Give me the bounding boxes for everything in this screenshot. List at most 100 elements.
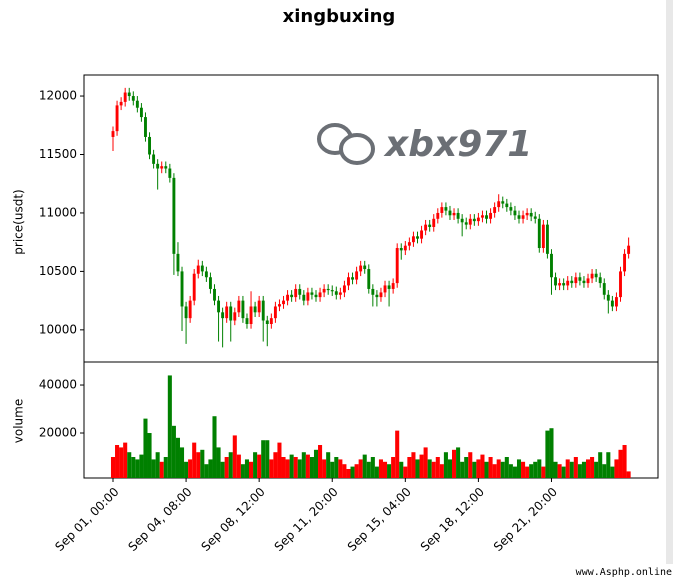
candle-body (217, 300, 221, 313)
y-tick-label: 11000 (39, 205, 77, 219)
candle-body (152, 154, 156, 164)
candle-body (460, 218, 464, 223)
volume-bar (382, 461, 388, 478)
candle-body (269, 318, 273, 325)
volume-bar (569, 461, 574, 478)
volume-bar (212, 416, 217, 478)
volume-bar (391, 457, 396, 478)
volume-bar (411, 452, 416, 478)
volume-bar (370, 457, 375, 478)
volume-bar (476, 459, 481, 478)
volume-bar (350, 466, 355, 478)
candle-body (314, 294, 318, 298)
candle-body (306, 292, 310, 301)
volume-bar (155, 452, 160, 478)
candle-body (578, 277, 582, 281)
volume-bar (516, 459, 522, 478)
volume-bar (147, 433, 152, 478)
volume-bar (240, 464, 245, 478)
candle-body (241, 300, 245, 319)
volume-bar (374, 466, 379, 478)
candle-body (148, 136, 151, 155)
candle-body (302, 294, 306, 301)
candle-body (403, 245, 407, 251)
candle-body (290, 294, 294, 298)
volume-bar (545, 430, 550, 478)
candle-body (411, 236, 415, 243)
candle-body (489, 212, 493, 219)
candle-body (371, 288, 375, 295)
candle-body (574, 277, 578, 284)
candle-body (233, 312, 237, 321)
volume-bar (151, 459, 156, 478)
volume-bar (167, 375, 172, 478)
volume-bar (123, 442, 128, 478)
volume-bar (581, 461, 586, 478)
volume-bar (362, 454, 367, 478)
candle-body (598, 277, 602, 284)
candle-body (139, 107, 143, 118)
volume-bar (610, 466, 615, 478)
candle-body (156, 163, 160, 169)
volume-bar (253, 452, 258, 478)
volume-bar (549, 428, 554, 478)
scrollbar (666, 0, 673, 578)
candle-body (237, 300, 241, 313)
candle-body (558, 283, 562, 286)
watermark-icon (317, 123, 375, 165)
candle-body (550, 253, 553, 278)
volume-bar (573, 457, 578, 478)
candle-body (338, 292, 342, 295)
candle-body (387, 285, 391, 289)
candle-body (188, 300, 192, 319)
volume-bar (188, 459, 193, 478)
candle-body (570, 280, 574, 284)
candle-body (537, 218, 541, 249)
candle-body (566, 280, 570, 286)
candle-body (590, 273, 594, 279)
volume-bar (326, 452, 331, 478)
volume-bar (127, 452, 132, 478)
candle-body (407, 242, 411, 246)
volume-bar (204, 464, 209, 478)
volume-bar (553, 461, 558, 478)
volume-bar (480, 454, 485, 478)
volume-bar (330, 461, 335, 478)
volume-bar (322, 459, 327, 478)
candle-body (448, 210, 452, 216)
volume-bar (115, 445, 120, 478)
candle-body (399, 248, 403, 251)
candle-body (204, 271, 208, 278)
candle-body (359, 265, 363, 272)
volume-bar (318, 445, 323, 478)
candle-body (525, 212, 529, 216)
candle-body (131, 96, 135, 101)
candle-body (395, 248, 399, 284)
candle-body (180, 271, 184, 307)
candle-body (436, 212, 440, 219)
volume-bar (179, 447, 185, 478)
volume-bar (338, 459, 343, 478)
candle-body (225, 306, 229, 319)
candle-body (257, 300, 261, 313)
candle-body (172, 177, 176, 254)
candle-body (144, 117, 147, 137)
volume-bar (196, 452, 201, 478)
candle-body (517, 215, 521, 219)
volume-bar (236, 454, 241, 478)
volume-bar (289, 454, 294, 478)
volume-bar (305, 454, 310, 478)
chart-title: xingbuxing (283, 6, 396, 27)
candle-body (164, 166, 168, 169)
candle-body (606, 294, 610, 301)
volume-bar (626, 471, 631, 478)
candle-body (493, 207, 497, 213)
candle-body (229, 306, 233, 321)
volume-y-tick-label: 40000 (39, 378, 77, 392)
volume-bar (492, 464, 497, 478)
candle-body (485, 215, 488, 219)
candle-body (184, 306, 188, 319)
volume-bar (512, 466, 517, 478)
candle-body (440, 207, 444, 213)
